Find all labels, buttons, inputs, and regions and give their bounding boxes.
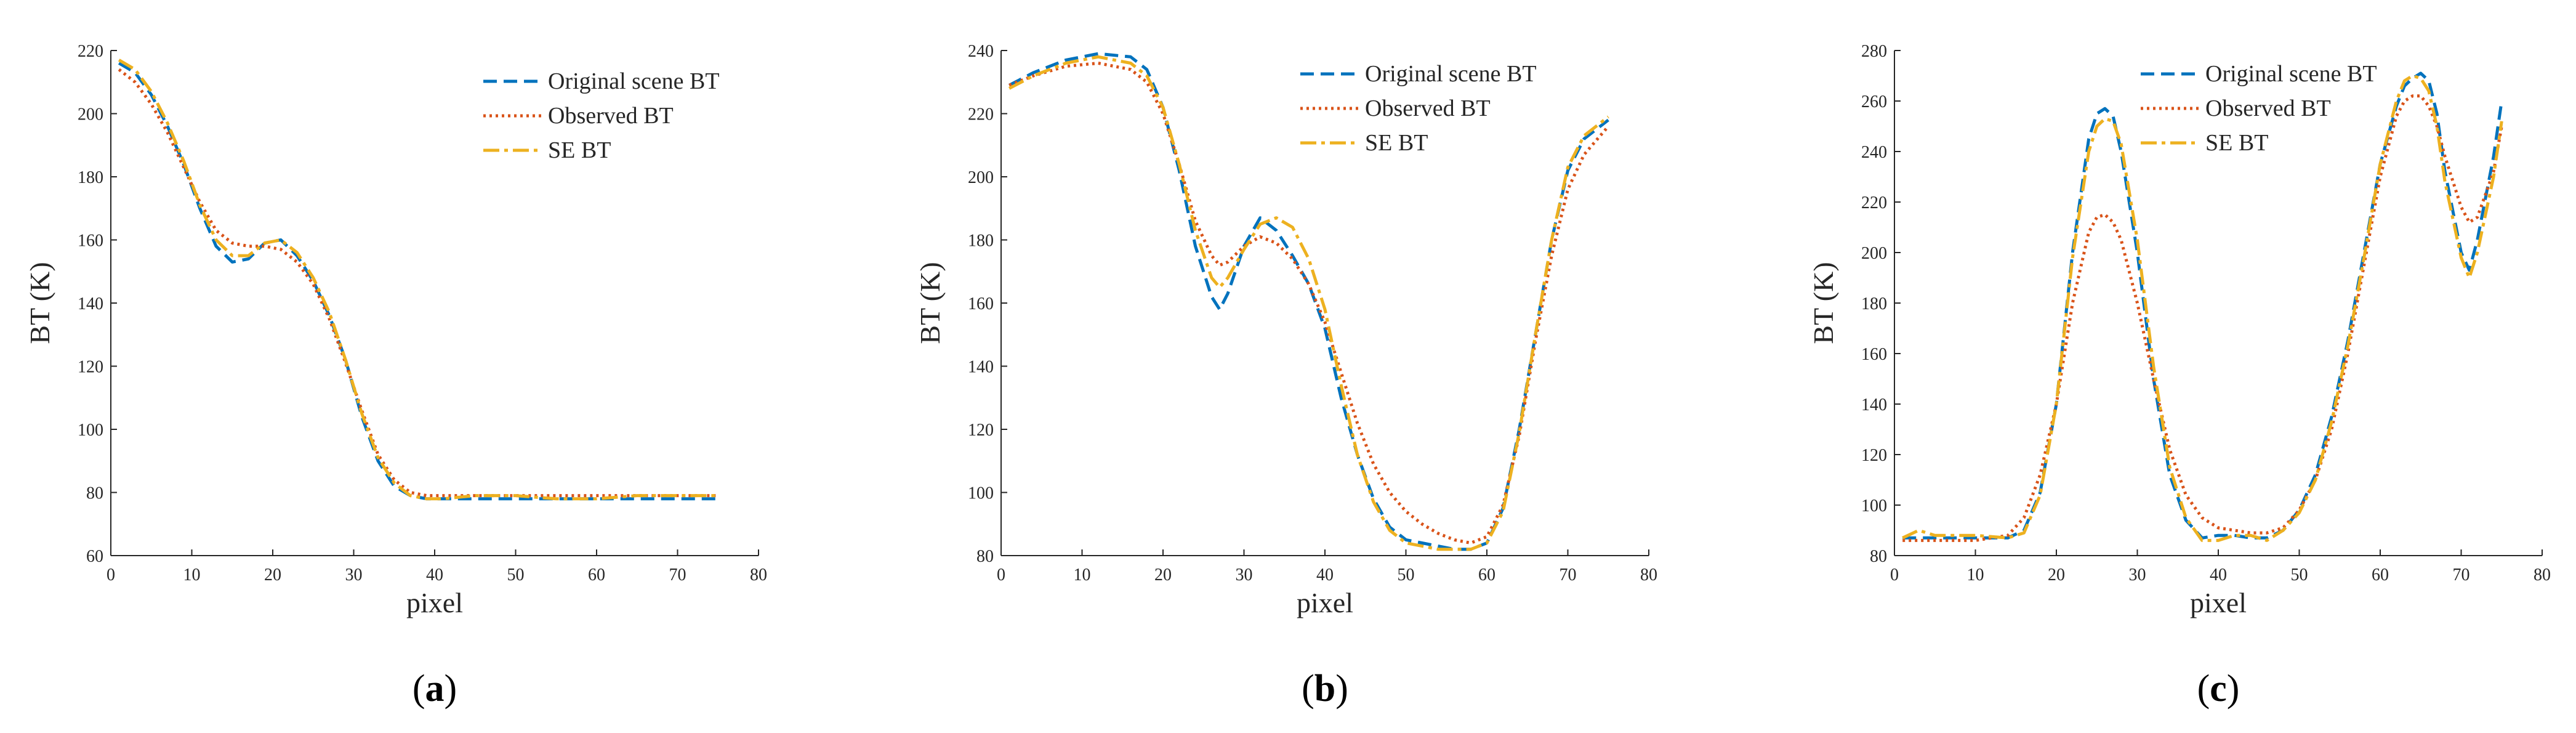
panel-label-close: ) <box>1335 668 1348 710</box>
x-axis-label: pixel <box>406 587 463 618</box>
x-tick-label: 20 <box>264 565 281 585</box>
y-tick-label: 200 <box>1861 244 1887 263</box>
panel-label-letter: b <box>1314 668 1335 710</box>
legend-label: Original scene BT <box>2205 61 2377 87</box>
series-line-original-scene-bt <box>1008 52 1609 551</box>
chart-panel-b: 0 10 20 30 40 50 60 70 80 80 100 120 140 160 180 200 220… <box>914 42 1657 710</box>
y-tick-label: 80 <box>976 547 994 566</box>
y-tick-label: 220 <box>78 42 103 61</box>
legend-label: SE BT <box>548 137 611 163</box>
y-tick-label: 180 <box>1861 294 1887 314</box>
x-tick-label: 10 <box>1074 565 1091 585</box>
y-tick-label: 80 <box>1870 547 1887 566</box>
x-tick-label: 40 <box>2210 565 2227 585</box>
legend-label: Observed BT <box>1365 95 1491 121</box>
x-tick-label: 10 <box>1967 565 1984 585</box>
y-tick-label: 120 <box>968 421 994 440</box>
panel-label-open: ( <box>1302 668 1314 710</box>
legend: Original scene BT Observed BT SE BT <box>483 68 720 163</box>
x-tick-label: 80 <box>750 565 767 585</box>
x-axis-label: pixel <box>1297 587 1353 618</box>
y-tick-label: 80 <box>86 484 103 503</box>
legend-label: Observed BT <box>2205 95 2331 121</box>
y-tick-label: 120 <box>1861 446 1887 465</box>
x-tick-label: 30 <box>2129 565 2146 585</box>
series-line-observed-bt <box>118 68 718 498</box>
chart-panel-a: 0 10 20 30 40 50 60 70 80 60 80 100 120 140 160 180 200 2… <box>24 42 767 710</box>
legend: Original scene BT Observed BT SE BT <box>1300 61 1537 156</box>
y-tick-label: 160 <box>1861 345 1887 364</box>
series-line-observed-bt <box>1902 94 2503 542</box>
x-tick-label: 70 <box>1560 565 1577 585</box>
y-tick-label: 220 <box>968 105 994 124</box>
y-tick-label: 60 <box>86 547 103 566</box>
y-axis-label: BT (K) <box>914 262 946 344</box>
x-tick-label: 20 <box>2048 565 2065 585</box>
x-tick-label: 0 <box>107 565 115 585</box>
panel-label: (c) <box>2197 668 2240 710</box>
chart-panel-c: 0 10 20 30 40 50 60 70 80 80 100 120 140 160 180 200 220… <box>1808 42 2551 710</box>
x-tick-label: 50 <box>507 565 525 585</box>
x-tick-label: 60 <box>588 565 605 585</box>
panel-label-letter: a <box>425 668 445 710</box>
series-line-se-bt <box>1902 74 2503 542</box>
y-tick-label: 160 <box>78 232 103 251</box>
y-tick-label: 160 <box>968 294 994 314</box>
x-tick-label: 50 <box>2291 565 2308 585</box>
legend-label: SE BT <box>1365 130 1428 156</box>
x-tick-label: 70 <box>669 565 686 585</box>
y-tick-label: 180 <box>78 168 103 187</box>
y-tick-label: 120 <box>78 358 103 377</box>
y-tick-label: 260 <box>1861 92 1887 111</box>
x-tick-label: 30 <box>345 565 363 585</box>
y-tick-label: 200 <box>968 168 994 187</box>
y-tick-label: 240 <box>968 42 994 61</box>
panel-label-open: ( <box>413 668 425 710</box>
panel-label: (b) <box>1302 668 1348 710</box>
panel-label: (a) <box>413 668 457 710</box>
x-tick-label: 80 <box>1640 565 1657 585</box>
x-tick-label: 40 <box>426 565 443 585</box>
y-axis-label: BT (K) <box>1808 262 1839 344</box>
y-tick-label: 100 <box>78 421 103 440</box>
y-tick-label: 140 <box>1861 395 1887 415</box>
y-tick-label: 140 <box>968 358 994 377</box>
x-tick-label: 70 <box>2453 565 2470 585</box>
series-line-se-bt <box>1008 55 1609 551</box>
x-axis-label: pixel <box>2190 587 2247 618</box>
y-tick-label: 100 <box>968 484 994 503</box>
y-tick-label: 140 <box>78 294 103 314</box>
x-tick-label: 10 <box>183 565 201 585</box>
legend-label: Original scene BT <box>1365 61 1537 87</box>
panel-label-close: ) <box>2227 668 2240 710</box>
panel-label-open: ( <box>2197 668 2210 710</box>
panel-label-letter: c <box>2210 668 2227 710</box>
y-tick-label: 280 <box>1861 42 1887 61</box>
series-line-original-scene-bt <box>1902 71 2503 540</box>
x-tick-label: 0 <box>1890 565 1899 585</box>
series-line-se-bt <box>118 59 718 501</box>
legend-label: SE BT <box>2205 130 2268 156</box>
series-line-observed-bt <box>1008 62 1610 545</box>
legend-label: Original scene BT <box>548 68 720 94</box>
x-tick-label: 50 <box>1398 565 1415 585</box>
y-tick-label: 240 <box>1861 143 1887 162</box>
x-tick-label: 60 <box>2372 565 2389 585</box>
y-axis-label: BT (K) <box>24 262 55 344</box>
x-tick-label: 60 <box>1478 565 1495 585</box>
x-tick-label: 40 <box>1316 565 1334 585</box>
panel-label-close: ) <box>445 668 457 710</box>
x-tick-label: 0 <box>997 565 1005 585</box>
y-tick-label: 200 <box>78 105 103 124</box>
x-tick-label: 20 <box>1154 565 1172 585</box>
y-tick-label: 220 <box>1861 193 1887 213</box>
x-tick-label: 30 <box>1236 565 1253 585</box>
y-tick-label: 180 <box>968 232 994 251</box>
legend-label: Observed BT <box>548 103 674 129</box>
x-tick-label: 80 <box>2534 565 2551 585</box>
y-tick-label: 100 <box>1861 496 1887 516</box>
legend: Original scene BT Observed BT SE BT <box>2141 61 2377 156</box>
